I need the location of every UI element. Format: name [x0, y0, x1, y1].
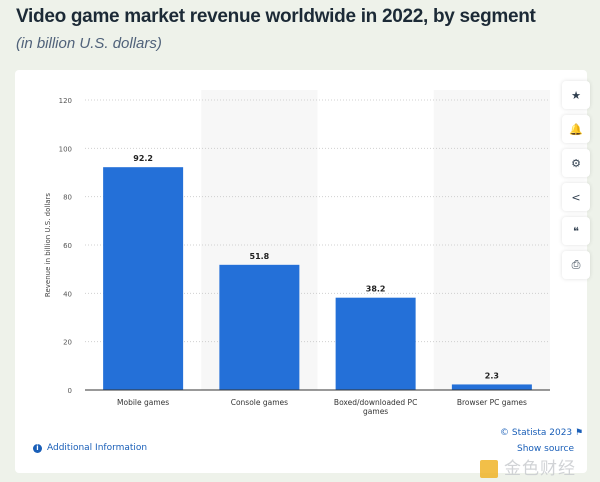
- print-icon[interactable]: ⎙: [562, 251, 590, 279]
- bell-icon[interactable]: 🔔: [562, 115, 590, 143]
- watermark-text: 金色财经: [504, 459, 576, 479]
- data-label: 51.8: [250, 252, 270, 261]
- watermark-logo: 金色财经: [480, 459, 576, 479]
- data-label: 92.2: [133, 154, 153, 163]
- category-band: [433, 90, 550, 390]
- y-axis-label: Revenue in billion U.S. dollars: [44, 193, 52, 298]
- chart-title: Video game market revenue worldwide in 2…: [16, 6, 536, 27]
- watermark-logo-mark: [480, 460, 498, 478]
- star-icon[interactable]: ★: [562, 81, 590, 109]
- y-tick-label: 60: [63, 242, 72, 250]
- y-tick-label: 0: [68, 387, 72, 395]
- y-tick-label: 80: [63, 194, 72, 202]
- statista-copyright[interactable]: © Statista 2023 ⚑: [500, 428, 583, 438]
- show-source-link[interactable]: Show source: [517, 444, 575, 454]
- chart-header: Video game market revenue worldwide in 2…: [16, 5, 592, 52]
- data-label: 38.2: [366, 285, 386, 294]
- bar-1: [219, 264, 300, 390]
- additional-information-link[interactable]: i Additional Information: [33, 443, 147, 453]
- x-tick-label: Console games: [231, 398, 288, 407]
- gear-icon[interactable]: ⚙: [562, 149, 590, 177]
- y-tick-label: 120: [59, 97, 72, 105]
- y-tick-label: 20: [63, 339, 72, 347]
- x-tick-label: Browser PC games: [457, 398, 527, 407]
- bar-3: [451, 384, 532, 390]
- quote-icon[interactable]: ❝: [562, 217, 590, 245]
- x-tick-label: games: [363, 407, 388, 416]
- y-tick-label: 40: [63, 290, 72, 298]
- x-tick-label: Mobile games: [117, 398, 169, 407]
- chart-subtitle: (in billion U.S. dollars): [16, 35, 162, 52]
- x-tick-label: Boxed/downloaded PC: [334, 398, 417, 407]
- share-icon[interactable]: <: [562, 183, 590, 211]
- data-label: 2.3: [485, 371, 499, 380]
- copyright-text: © Statista 2023: [500, 428, 573, 438]
- info-icon: i: [33, 443, 42, 453]
- bar-0: [103, 167, 184, 390]
- y-tick-label: 100: [59, 145, 72, 153]
- bar-2: [335, 297, 416, 390]
- flag-icon: ⚑: [575, 428, 584, 438]
- additional-information-label: Additional Information: [47, 443, 148, 453]
